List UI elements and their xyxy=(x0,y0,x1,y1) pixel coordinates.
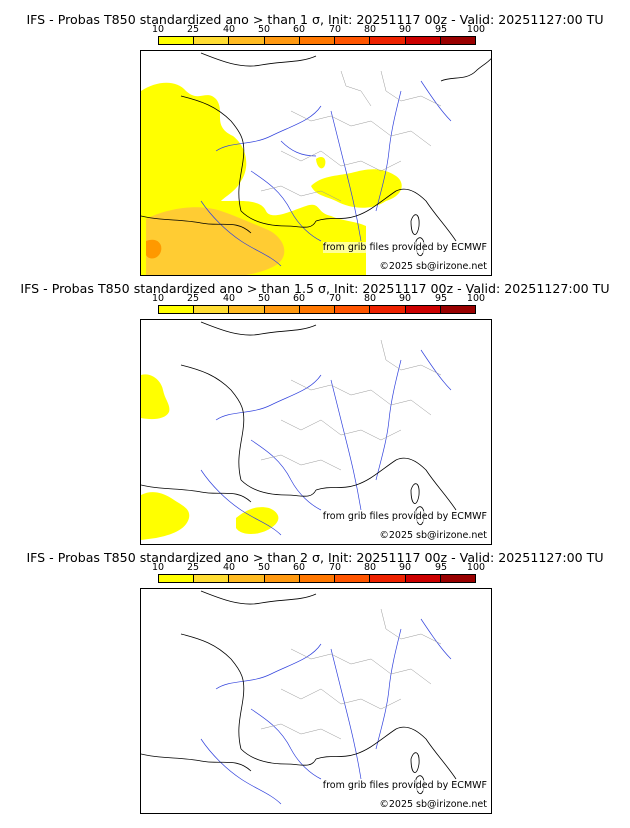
colorbar-tick: 50 xyxy=(257,293,271,304)
map-panel-2: IFS - Probas T850 standardized ano > tha… xyxy=(0,269,630,545)
copyright-notice: ©2025 sb@irizone.net xyxy=(379,261,487,272)
colorbar-swatch xyxy=(159,575,195,582)
colorbar-tick: 10 xyxy=(151,293,165,304)
probability-area-yellow-southwest xyxy=(141,492,190,540)
colorbar-tick: 80 xyxy=(363,24,377,35)
copyright-notice: ©2025 sb@irizone.net xyxy=(379,799,487,810)
colorbar-swatch xyxy=(370,37,406,44)
colorbar-tick: 70 xyxy=(328,24,342,35)
borders xyxy=(260,70,442,202)
colorbar-tick: 60 xyxy=(292,24,306,35)
colorbar-swatch xyxy=(370,306,406,313)
probability-area-orange-light xyxy=(146,207,285,275)
colorbar-tick: 10 xyxy=(151,24,165,35)
colorbar-tick: 25 xyxy=(186,562,200,573)
borders xyxy=(260,339,442,471)
probability-area-yellow-east xyxy=(311,169,402,208)
colorbar-swatch xyxy=(335,37,371,44)
colorbar-tick: 100 xyxy=(466,293,486,304)
colorbar-tick: 25 xyxy=(186,293,200,304)
colorbar-swatch xyxy=(440,306,475,313)
colorbar-tick: 95 xyxy=(434,24,448,35)
colorbar-swatch xyxy=(405,575,441,582)
colorbar-swatch xyxy=(159,306,195,313)
colorbar-tick: 50 xyxy=(257,562,271,573)
colorbar-swatch xyxy=(229,306,265,313)
colorbar-tick: 40 xyxy=(222,24,236,35)
probability-area-yellow xyxy=(141,374,170,420)
colorbar-labels: 10 25 40 50 60 70 80 90 95 100 xyxy=(152,24,485,35)
probability-map: from grib files provided by ECMWF ©2025 … xyxy=(140,50,492,276)
colorbar-tick: 95 xyxy=(434,293,448,304)
colorbar-tick: 95 xyxy=(434,562,448,573)
coastlines xyxy=(141,321,457,526)
colorbar-swatch xyxy=(229,37,265,44)
borders xyxy=(260,608,442,740)
colorbar-swatch xyxy=(440,575,475,582)
colorbar-tick: 25 xyxy=(186,24,200,35)
colorbar-swatch xyxy=(194,306,230,313)
colorbar-swatch xyxy=(299,306,336,313)
colorbar-labels: 10 25 40 50 60 70 80 90 95 100 xyxy=(152,293,485,304)
copyright-notice: ©2025 sb@irizone.net xyxy=(379,530,487,541)
panel-title: IFS - Probas T850 standardized ano > tha… xyxy=(26,550,604,565)
colorbar-swatch xyxy=(159,37,195,44)
colorbar-tick: 100 xyxy=(466,562,486,573)
rivers xyxy=(200,80,452,267)
colorbar-swatch xyxy=(299,37,336,44)
colorbar-swatch xyxy=(335,575,371,582)
probability-area-orange xyxy=(146,239,162,259)
map-panel-1: IFS - Probas T850 standardized ano > tha… xyxy=(0,0,630,276)
colorbar-swatch xyxy=(370,575,406,582)
colorbar xyxy=(158,36,476,45)
probability-map: from grib files provided by ECMWF ©2025 … xyxy=(140,319,492,545)
probability-area-yellow-spot xyxy=(316,157,326,169)
colorbar-tick: 90 xyxy=(398,562,412,573)
coastlines xyxy=(141,52,491,257)
panel-title: IFS - Probas T850 standardized ano > tha… xyxy=(20,281,610,296)
colorbar-tick: 80 xyxy=(363,293,377,304)
colorbar-labels: 10 25 40 50 60 70 80 90 95 100 xyxy=(152,562,485,573)
colorbar-swatch xyxy=(194,37,230,44)
colorbar-tick: 60 xyxy=(292,562,306,573)
colorbar-swatch xyxy=(264,575,300,582)
colorbar-tick: 50 xyxy=(257,24,271,35)
colorbar-tick: 40 xyxy=(222,562,236,573)
colorbar xyxy=(158,305,476,314)
colorbar-swatch xyxy=(440,37,475,44)
colorbar-swatch xyxy=(335,306,371,313)
panel-title: IFS - Probas T850 standardized ano > tha… xyxy=(26,12,604,27)
rivers xyxy=(200,618,452,805)
colorbar-tick: 100 xyxy=(466,24,486,35)
colorbar-swatch xyxy=(405,306,441,313)
data-source-credit: from grib files provided by ECMWF xyxy=(322,242,487,253)
colorbar-swatch xyxy=(264,37,300,44)
probability-map: from grib files provided by ECMWF ©2025 … xyxy=(140,588,492,814)
colorbar xyxy=(158,574,476,583)
colorbar-swatch xyxy=(264,306,300,313)
colorbar-swatch xyxy=(299,575,336,582)
coastlines xyxy=(141,590,457,795)
colorbar-swatch xyxy=(194,575,230,582)
colorbar-tick: 70 xyxy=(328,562,342,573)
colorbar-tick: 40 xyxy=(222,293,236,304)
colorbar-tick: 60 xyxy=(292,293,306,304)
data-source-credit: from grib files provided by ECMWF xyxy=(322,511,487,522)
colorbar-swatch xyxy=(229,575,265,582)
rivers xyxy=(200,349,452,536)
map-panel-3: IFS - Probas T850 standardized ano > tha… xyxy=(0,538,630,814)
colorbar-tick: 90 xyxy=(398,24,412,35)
colorbar-tick: 70 xyxy=(328,293,342,304)
colorbar-tick: 80 xyxy=(363,562,377,573)
colorbar-tick: 10 xyxy=(151,562,165,573)
data-source-credit: from grib files provided by ECMWF xyxy=(322,780,487,791)
colorbar-swatch xyxy=(405,37,441,44)
probability-area-yellow-south xyxy=(306,239,322,253)
colorbar-tick: 90 xyxy=(398,293,412,304)
